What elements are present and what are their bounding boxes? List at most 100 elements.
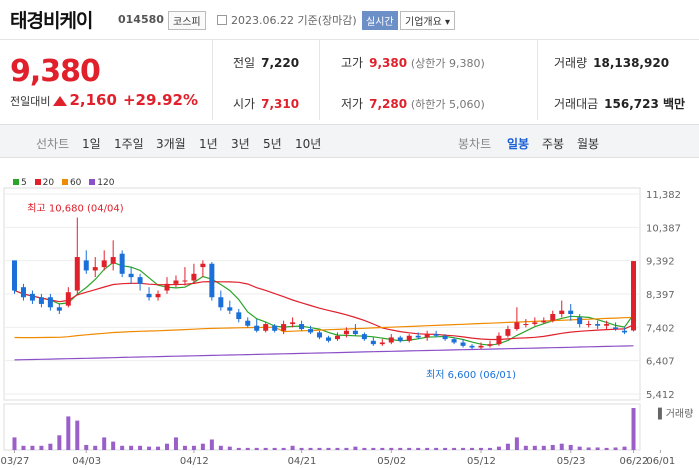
stat-label: 저가: [341, 97, 364, 111]
volume-bar: [308, 447, 313, 450]
stat-low: 저가 7,280 (하한가 5,060): [341, 95, 485, 112]
x-tick-label: 06/01: [646, 456, 675, 467]
volume-bar: [362, 447, 367, 450]
volume-bar: [353, 446, 358, 450]
volume-bar: [523, 445, 528, 450]
volume-frame: [3, 403, 641, 451]
volume-bar: [218, 445, 223, 450]
candle-body: [379, 342, 385, 345]
tab-1day[interactable]: 1일: [82, 137, 101, 151]
x-tick-label: 04/21: [288, 456, 317, 467]
legend-label: 120: [97, 178, 115, 188]
volume-bar: [227, 446, 232, 450]
change-percent: +29.92%: [122, 91, 198, 109]
volume-bar: [550, 444, 555, 450]
tab-line-chart[interactable]: 선차트: [36, 137, 70, 151]
tab-1year[interactable]: 1년: [199, 137, 218, 151]
candle-body: [83, 260, 89, 271]
candle-body: [568, 310, 574, 314]
volume-bar: [30, 445, 35, 450]
candle-body: [577, 317, 583, 325]
volume-bar: [156, 446, 161, 450]
candle-body: [128, 273, 134, 278]
candle-body: [74, 257, 80, 291]
volume-bar: [12, 437, 17, 450]
volume-bar: [147, 446, 152, 450]
tab-3year[interactable]: 3년: [231, 137, 250, 151]
legend-swatch: [89, 179, 96, 185]
legend-label: 5: [21, 178, 27, 188]
y-tick-label: 8,397: [646, 290, 675, 301]
volume-bar: [281, 447, 286, 450]
volume-bar: [604, 447, 609, 450]
x-tick-label: 05/12: [467, 456, 496, 467]
volume-bar: [541, 445, 546, 450]
volume-bar: [613, 447, 618, 450]
candle-body: [308, 329, 314, 333]
candle-body: [451, 339, 457, 343]
stat-value: 7,280: [369, 97, 408, 111]
candle-body: [191, 273, 197, 281]
stat-value: 7,220: [261, 56, 300, 70]
candle-body: [478, 345, 484, 348]
y-tick-label: 11,382: [646, 190, 681, 201]
candle-body: [227, 307, 233, 311]
company-info-dropdown[interactable]: 기업개요 ▾: [400, 11, 455, 30]
volume-bar: [443, 447, 448, 450]
volume-bar: [75, 420, 80, 450]
tab-10year[interactable]: 10년: [295, 137, 322, 151]
realtime-button[interactable]: 실시간: [362, 11, 398, 30]
volume-bar: [129, 445, 134, 450]
volume-bar: [57, 435, 62, 450]
legend-swatch: [13, 179, 19, 185]
candle-body: [496, 335, 502, 345]
candlestick-chart[interactable]: 11,382 10,387 9,392 8,397 7,402 6,407 5,412 최고 …: [0, 172, 699, 468]
volume-bar: [102, 437, 107, 450]
tab-5year[interactable]: 5년: [263, 137, 282, 151]
ma-line-120: [14, 345, 634, 361]
tab-daily[interactable]: 일봉: [507, 137, 530, 151]
candle-body: [604, 324, 610, 326]
candle-body: [317, 332, 323, 338]
candle-body: [388, 337, 394, 343]
candle-body: [406, 335, 412, 341]
volume-bar: [514, 437, 519, 450]
candle-body: [361, 334, 367, 340]
stock-code: 014580: [118, 13, 164, 26]
price-box: 9,380 전일대비 2,160 +29.92%: [0, 40, 213, 120]
tab-monthly[interactable]: 월봉: [577, 137, 600, 151]
candle-body: [209, 263, 215, 298]
x-tick-label: 06/22: [620, 456, 649, 467]
candle-body: [290, 322, 296, 325]
volume-bar: [416, 447, 421, 450]
candle-body: [505, 329, 511, 336]
candle-body: [110, 257, 116, 264]
volume-bar: [254, 447, 259, 450]
tab-3month[interactable]: 3개월: [156, 137, 186, 151]
volume-bar: [200, 443, 205, 450]
volume-bar: [568, 444, 573, 450]
tab-candle-chart[interactable]: 봉차트: [458, 137, 492, 151]
legend-label: 60: [69, 178, 82, 188]
candle-body: [586, 324, 592, 326]
volume-bar: [236, 447, 241, 450]
candle-body: [281, 324, 287, 331]
x-tick-label: 04/03: [72, 456, 101, 467]
volume-bar: [21, 445, 26, 450]
stat-label: 시가: [233, 97, 256, 111]
y-tick-label: 9,392: [646, 257, 675, 268]
volume-bar: [182, 445, 187, 450]
candle-body: [334, 335, 340, 340]
tab-1week[interactable]: 1주일: [114, 137, 144, 151]
volume-bar: [344, 447, 349, 450]
divider: [319, 40, 320, 120]
tab-weekly[interactable]: 주봉: [542, 137, 565, 151]
volume-bar: [452, 447, 457, 450]
candle-body: [137, 277, 143, 284]
volume-bar: [191, 445, 196, 450]
y-tick-label: 5,412: [646, 390, 675, 401]
candle-body: [245, 320, 251, 326]
candle-body: [595, 324, 601, 326]
volume-bar: [165, 443, 169, 450]
candle-body: [469, 345, 475, 348]
